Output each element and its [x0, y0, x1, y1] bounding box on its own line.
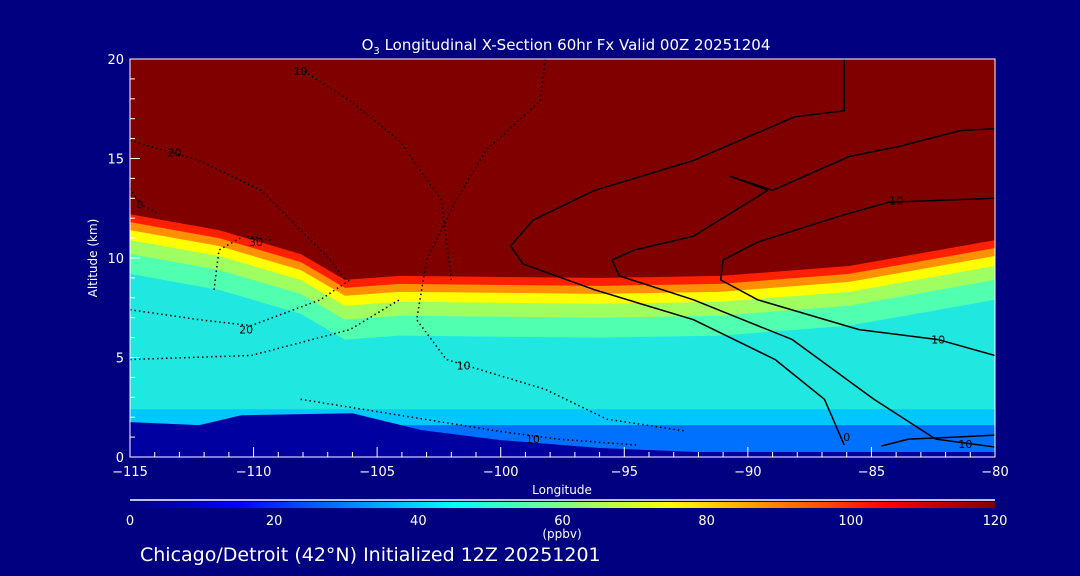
y-tick-label: 0 [116, 451, 124, 466]
terrain-surface [130, 413, 995, 457]
colorbar-gradient [130, 502, 995, 508]
y-tick-label: 5 [116, 352, 124, 367]
contour-line--10 [415, 59, 687, 432]
footer-caption: Chicago/Detroit (42°N) Initialized 12Z 2… [140, 544, 601, 566]
contour-line-0 [509, 59, 845, 446]
axes: −115 −110 −105 −100 −95 −90 −85 −80 0 5 10 15 20 [107, 53, 1008, 480]
x-tick-label: −115 [112, 465, 148, 480]
x-tick-label: −90 [734, 465, 761, 480]
contour-line--20 [300, 68, 453, 280]
contour-line--30 [213, 235, 274, 290]
colorbar-tick-label: 80 [698, 514, 715, 529]
title-prefix: O [362, 36, 374, 54]
contour-label: 0 [843, 431, 850, 444]
contour-label: 10 [457, 359, 471, 372]
x-tick-label: −85 [858, 465, 885, 480]
chart-title: O3 Longitudinal X-Section 60hr Fx Valid … [362, 36, 771, 57]
colorbar-tick-label: 60 [554, 514, 571, 529]
colorbar-tick-label: 0 [126, 514, 134, 529]
x-tick-label: −80 [981, 465, 1008, 480]
y-tick-label: 15 [107, 153, 124, 168]
x-axis-label: Longitude [532, 483, 592, 497]
colorbar-unit: (ppbv) [542, 527, 581, 541]
colorbar-tick-label: 40 [410, 514, 427, 529]
ozone-field [130, 59, 995, 457]
x-tick-label: −100 [483, 465, 519, 480]
contour-label: 20 [167, 147, 181, 160]
colorbar: 0 20 40 60 80 100 120 [126, 499, 1008, 529]
contour-label: 10 [294, 65, 308, 78]
colorbar-tick-label: 20 [266, 514, 283, 529]
contour-label: 10 [958, 438, 972, 451]
contour-label: 20 [239, 324, 253, 337]
contour-label: 10 [931, 334, 945, 347]
colorbar-tick-label: 100 [838, 514, 863, 529]
y-tick-label: 10 [107, 252, 124, 267]
contour-label: 10 [889, 194, 903, 207]
contour-line-10 [719, 197, 995, 357]
contour-lines: 0 10 10 10 10 10 20 10 20 30 0 [130, 59, 995, 451]
y-tick-label: 20 [107, 53, 124, 68]
title-rest: Longitudinal X-Section 60hr Fx Valid 00Z… [380, 36, 771, 54]
x-tick-label: −105 [359, 465, 395, 480]
contour-line--10 [130, 187, 160, 215]
contour-line--20 [130, 299, 400, 361]
contour-line-10 [881, 434, 995, 447]
x-tick-label: −110 [236, 465, 272, 480]
x-tick-label: −95 [611, 465, 638, 480]
contour-line--20 [130, 279, 351, 327]
contour-label: 0 [136, 198, 143, 211]
title-subscript: 3 [373, 46, 379, 57]
contour-line-10 [611, 127, 995, 448]
y-axis-label: Altitude (km) [86, 219, 100, 298]
colorbar-tick-label: 120 [983, 514, 1008, 529]
contour-label: 10 [526, 433, 540, 446]
contour-label: 30 [249, 236, 263, 249]
